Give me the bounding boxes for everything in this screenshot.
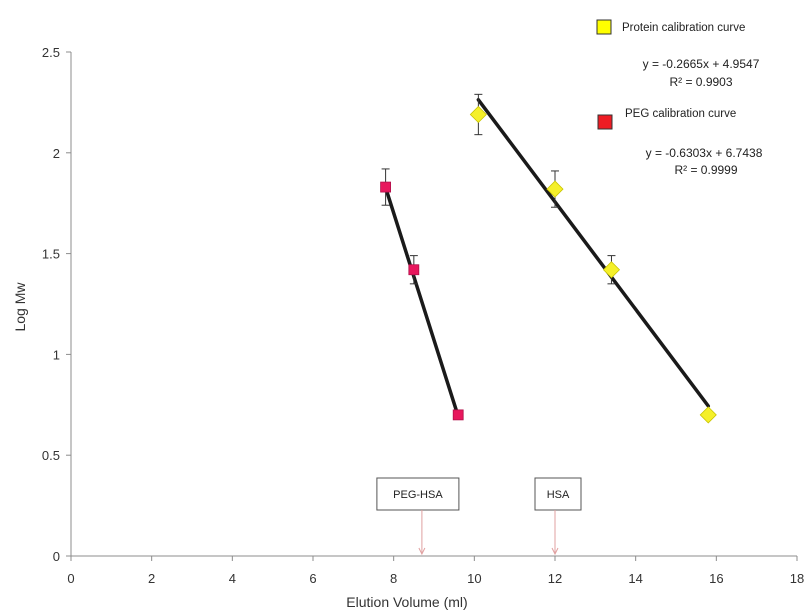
x-tick-label: 14 xyxy=(628,571,642,586)
x-tick-label: 12 xyxy=(548,571,562,586)
legend-label-protein: Protein calibration curve xyxy=(622,22,745,34)
marker-protein xyxy=(602,261,621,279)
x-axis-title: Elution Volume (ml) xyxy=(346,594,467,610)
x-tick-label: 10 xyxy=(467,571,481,586)
equation-peg: y = -0.6303x + 6.7438 xyxy=(646,146,763,160)
legend-swatch-protein xyxy=(596,19,612,35)
callout-arrowhead-peg-hsa xyxy=(418,547,426,556)
x-tick-label: 8 xyxy=(390,571,397,586)
y-tick-label: 1.5 xyxy=(42,247,60,262)
error-bars xyxy=(381,93,616,285)
callout-box-hsa xyxy=(534,477,582,511)
r-squared-peg: R² = 0.9999 xyxy=(674,163,737,177)
y-tick-label: 0 xyxy=(53,549,60,564)
x-tick-label: 16 xyxy=(709,571,723,586)
marker-peg xyxy=(452,409,464,421)
callout-label-peg-hsa: PEG-HSA xyxy=(393,489,443,501)
y-axis-title: Log Mw xyxy=(12,282,28,332)
marker-peg xyxy=(408,264,420,276)
y-tick-label: 2.5 xyxy=(42,45,60,60)
data-points xyxy=(380,105,717,424)
y-tick-label: 0.5 xyxy=(42,448,60,463)
r-squared-protein: R² = 0.9903 xyxy=(669,75,732,89)
legend: Protein calibration curve y = -0.2665x +… xyxy=(596,19,763,177)
axes: 0 0.5 1 1.5 2 2.5 0 2 4 6 8 10 12 14 16 18 Elution Volum… xyxy=(12,45,804,610)
legend-swatch-peg xyxy=(597,114,613,130)
callout-arrowhead-hsa xyxy=(551,547,559,556)
marker-protein xyxy=(469,105,487,124)
annotations: PEG-HSA HSA xyxy=(376,477,582,556)
x-tick-label: 18 xyxy=(790,571,804,586)
trendline-peg xyxy=(383,185,460,419)
equation-protein: y = -0.2665x + 4.9547 xyxy=(643,57,760,71)
trendline-protein xyxy=(476,98,711,408)
marker-protein xyxy=(546,180,564,198)
legend-label-peg: PEG calibration curve xyxy=(625,108,736,120)
marker-peg xyxy=(380,181,392,193)
y-tick-label: 1 xyxy=(53,347,60,362)
x-tick-label: 6 xyxy=(309,571,316,586)
y-tick-label: 2 xyxy=(53,146,60,161)
x-tick-label: 2 xyxy=(148,571,155,586)
fit-lines xyxy=(383,98,711,419)
marker-protein xyxy=(699,406,717,424)
x-tick-label: 4 xyxy=(229,571,236,586)
x-tick-label: 0 xyxy=(67,571,74,586)
callout-box-peg-hsa xyxy=(376,477,460,511)
callout-label-hsa: HSA xyxy=(547,489,570,501)
